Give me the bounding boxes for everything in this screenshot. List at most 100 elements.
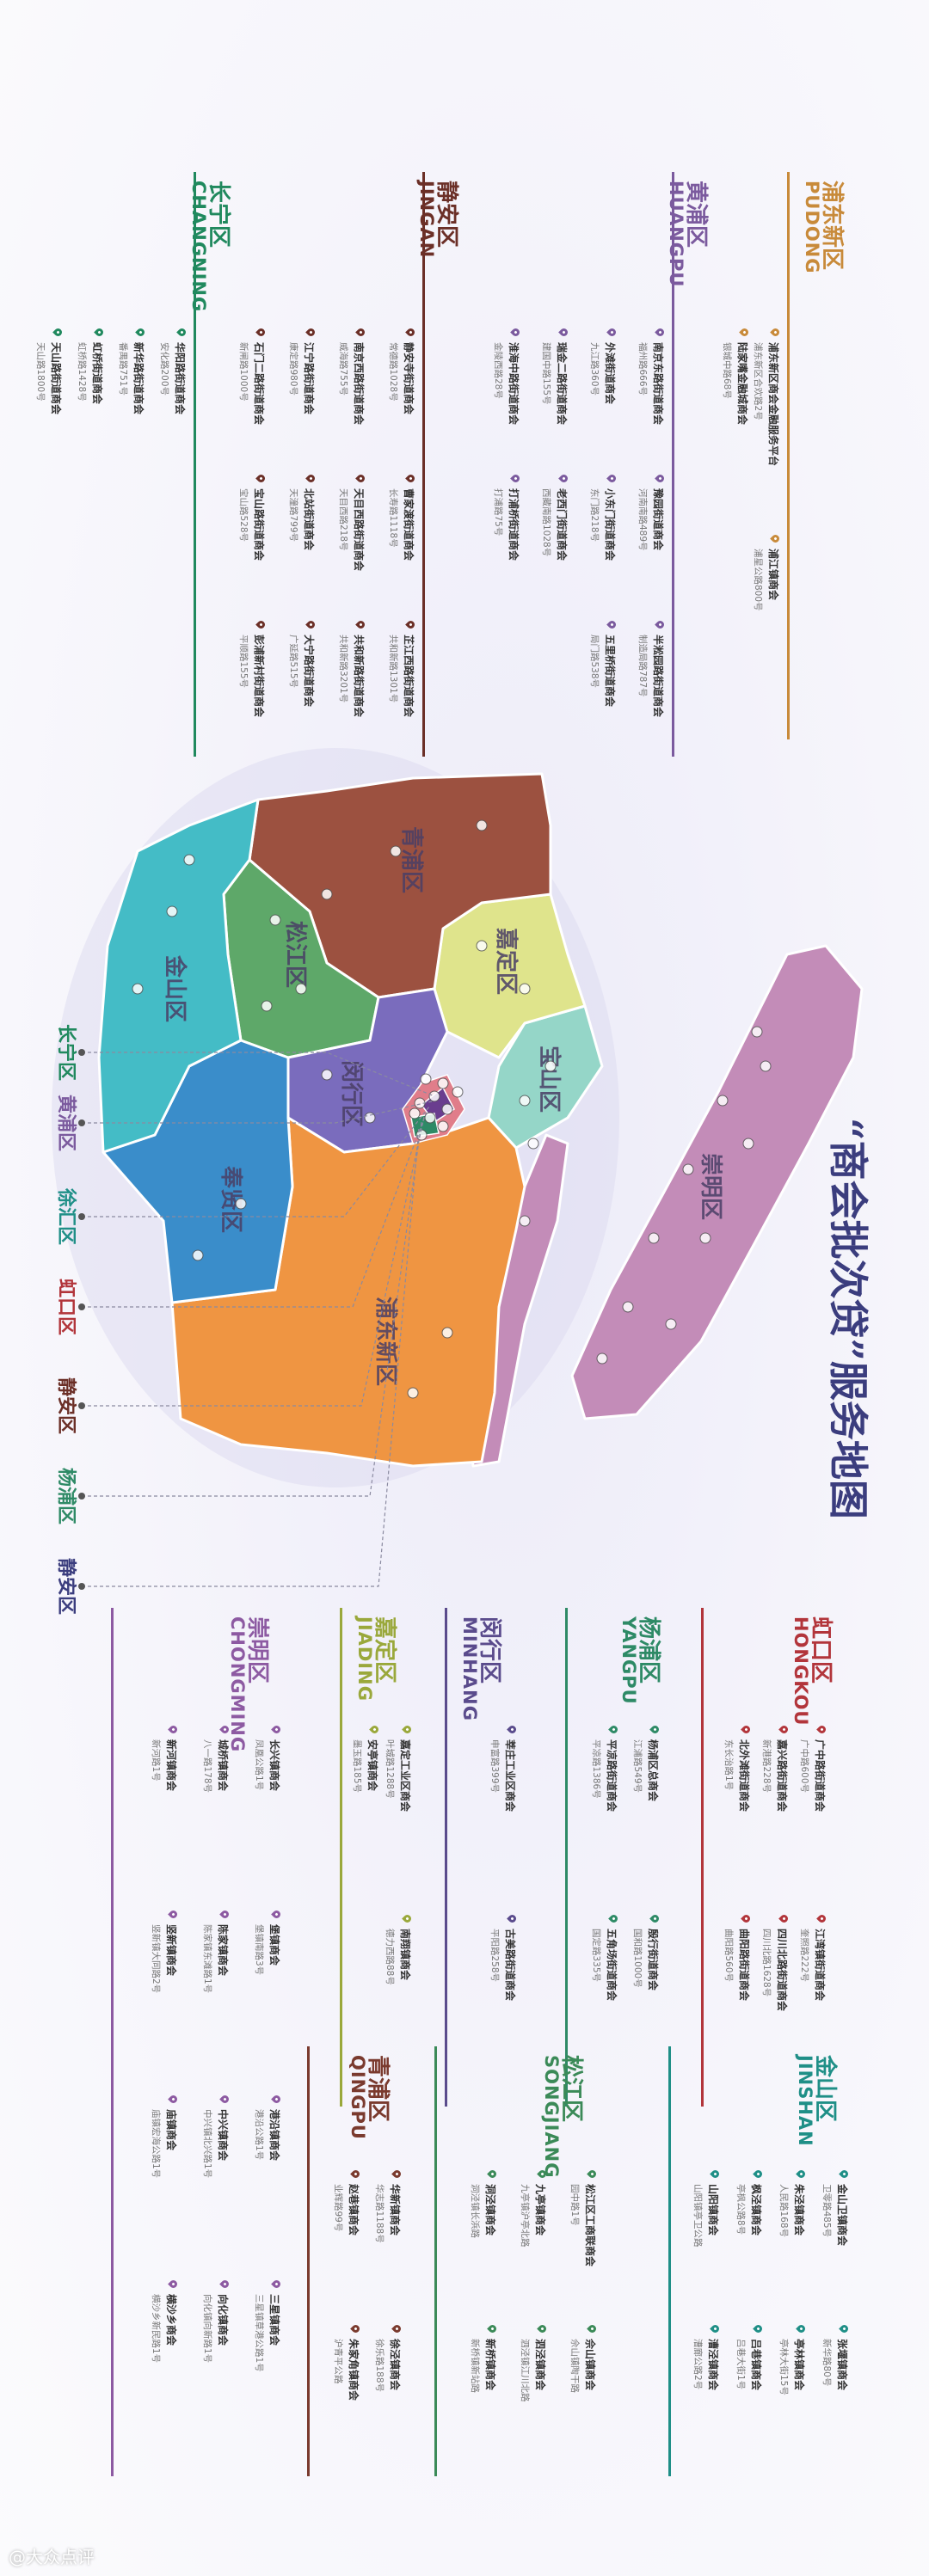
entry-pin [355,619,366,630]
entry-name: 小东门街道商会 [604,488,616,561]
entry-pin [405,473,416,484]
entry-address: 亭枫公路8号 [735,2184,746,2236]
entry-address: 徐乐路188号 [374,2339,385,2393]
district-area [570,944,864,1420]
entry-address: 广中路600号 [799,1739,809,1794]
entry: 向化镇商会 向化镇向新路1号 [201,2279,231,2470]
entry-pin [753,2323,764,2334]
entry-pin [839,2323,850,2334]
entry: 华阳路街道商会 安化路200号 [158,327,188,540]
entry-name: 新河镇商会 [165,1739,177,1792]
entry-name: 江宁路街道商会 [303,342,315,415]
entry-pin [606,473,618,484]
callout-label: 黄浦区 [55,1095,77,1151]
entry: 瑞金二路街道商会 建国中路155号 [540,327,569,480]
entry-name: 石门二路街道商会 [253,342,265,426]
entry-name: 徐泾镇商会 [389,2339,401,2391]
entry: 小东门街道商会 东门路218号 [588,473,618,626]
entry-pin [391,2168,403,2180]
entry-name: 曲阳路街道商会 [738,1929,750,2002]
callout-label: 虹口区 [55,1279,77,1335]
entry-pin [558,327,569,338]
entry-pin [816,1724,827,1735]
entry-address: 天目西路218号 [338,488,348,551]
entry-name: 外滩街道商会 [604,342,616,405]
entry-pin [219,1909,231,1920]
section-rule [111,1608,114,2476]
entry: 亭林镇商会 亭林大街15号 [778,2323,807,2485]
entry-address: 平凉路1386号 [591,1739,601,1799]
entry-name: 赵巷镇商会 [348,2184,360,2236]
entry-pin [655,327,666,338]
entry-name: 枫泾镇商会 [750,2184,762,2236]
entry: 杨浦区总商会 江浦路549号 [631,1724,661,1920]
entry-pin [606,619,618,630]
district-label: 金山区 [162,954,188,1022]
entry-name: 朱家角镇商会 [348,2339,360,2401]
district-label: 闵行区 [338,1060,365,1127]
watermark: @大众点评 [9,2547,95,2567]
entry-pin [649,1724,661,1735]
entry-name: 新桥镇商会 [484,2339,496,2391]
entry: 天目西路街道商会 天目西路218号 [337,473,366,626]
entry-address: 新闸路1000号 [238,342,249,402]
entry-name: 南京东路街道商会 [652,342,664,426]
entry-pin [271,1909,282,1920]
entry-address: 东长治路1号 [723,1739,734,1791]
entry-name: 嘉兴路街道商会 [776,1739,788,1812]
entry: 南京西路街道商会 威海路755号 [337,327,366,480]
section-rule [668,2046,671,2476]
entry-address: 天山路1800号 [35,342,46,402]
entry-address: 庙镇宏海公路1号 [151,2109,161,2179]
entry-pin [741,1913,752,1924]
entry-pin [168,2279,179,2290]
entry: 北外滩街道商会 东长治路1号 [723,1724,752,1920]
map-pin [420,1073,432,1085]
entry-address: 西藏南路1028号 [541,488,551,557]
section-rule [422,172,425,757]
section-rule [194,172,196,757]
section-pinyin: JIADING [354,1616,375,1702]
entry-address: 漕廊公路2号 [692,2339,703,2390]
entry-pin [52,327,64,338]
entry-address: 浦星公路800号 [753,549,763,611]
entry: 庙镇商会 庙镇宏海公路1号 [150,2094,179,2285]
entry-name: 芷江西路街道商会 [403,635,415,718]
map-pin [166,905,178,917]
section-rule [565,1608,568,2107]
entry-pin [649,1913,661,1924]
map-pin [437,1077,449,1089]
entry: 金山卫镇商会 卫零路485号 [821,2168,850,2330]
entry: 虹桥街道商会 虹桥路1428号 [76,327,105,540]
entry-pin [405,619,416,630]
map-pin [132,983,144,995]
entry-pin [770,327,781,338]
entry-name: 长兴镇商会 [268,1739,280,1792]
map-pin [321,888,333,900]
entry-name: 漕泾镇商会 [707,2339,719,2391]
entry: 新河镇商会 新河路1号 [150,1724,179,1916]
entry: 淮海中路街道商会 金陵西路28号 [492,327,521,480]
entry-pin [402,1724,413,1735]
section-pinyin: QINGPU [348,2055,368,2140]
section-pinyin: MINHANG [459,1616,480,1721]
entry-name: 宝山路街道商会 [253,488,265,561]
entry: 豫园街道商会 河南南路489号 [637,473,666,626]
section-title: 杨浦区 [636,1616,661,1684]
map-pin [519,1215,531,1227]
entry-address: 局门路538号 [589,635,600,689]
entry-name: 金山卫镇商会 [836,2184,848,2247]
callout-dot [78,1213,85,1220]
entry: 彭浦新村街道商会 平顺路155号 [237,619,267,772]
callout-dot [78,1402,85,1409]
entry-name: 泗泾镇商会 [534,2339,546,2391]
entry-address: 九江路360号 [589,342,600,396]
entry: 松江区工商联商会 园中路1号 [569,2168,598,2330]
entry: 老西门街道商会 西藏南路1028号 [540,473,569,626]
entry-pin [796,2168,807,2180]
entry-address: 长寿路1118号 [388,488,398,548]
entry-name: 横沙乡商会 [165,2294,177,2346]
entry-address: 建国中路155号 [541,342,551,405]
